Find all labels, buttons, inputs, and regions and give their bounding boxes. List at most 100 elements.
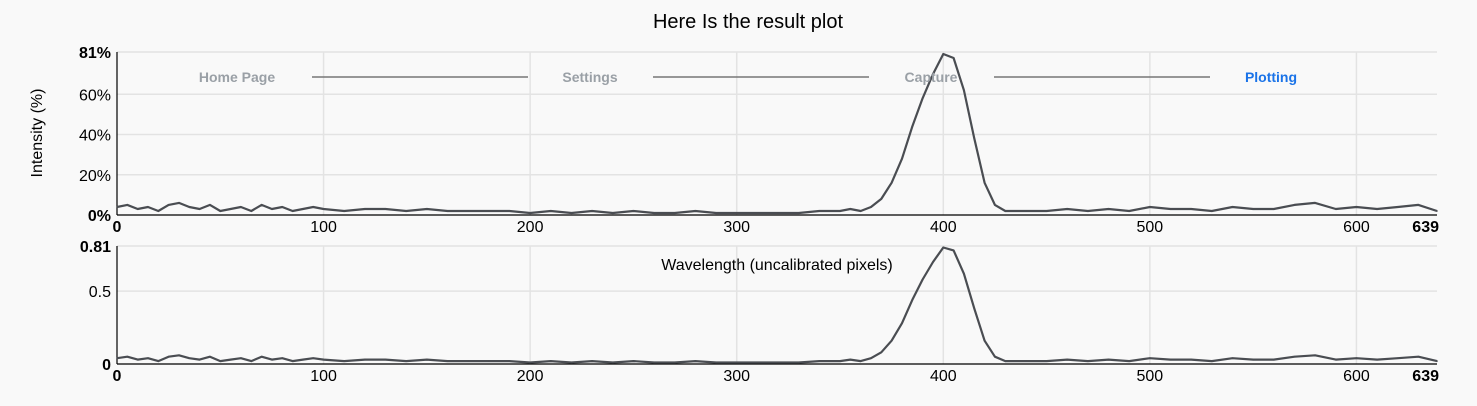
data-point [632,360,635,362]
data-point [870,206,872,208]
data-point [973,137,976,140]
data-point [756,212,759,214]
data-point [570,361,573,364]
data-point [446,360,449,362]
data-point [1293,355,1296,358]
data-point [405,360,408,362]
x-tick-label: 600 [1343,219,1370,236]
data-point [653,361,655,364]
data-point [591,360,593,362]
data-point [1128,360,1130,362]
data-point [859,360,862,362]
data-point [219,360,222,362]
y-tick-label: 0 [102,357,111,374]
data-point [921,97,924,100]
data-point [550,210,552,212]
data-point [777,212,779,214]
data-point [942,246,945,249]
data-point [870,357,872,360]
data-point [1190,358,1192,361]
x-tick-label: 100 [310,219,337,236]
x-tick-label: 600 [1343,368,1370,385]
data-point [1252,208,1254,210]
data-point [694,360,697,362]
data-point [126,204,129,206]
data-point [488,210,490,212]
data-point [426,208,428,210]
data-point [229,358,232,361]
data-point [632,210,635,212]
data-point [932,261,934,263]
data-point [1025,210,1027,212]
nav-capture[interactable]: Capture [905,69,958,85]
data-point [963,272,965,275]
data-point [157,210,160,212]
data-point [983,339,986,342]
data-point [1355,357,1358,360]
data-point [488,360,490,362]
data-point [240,206,242,208]
data-point [1066,358,1068,361]
data-point [1211,210,1213,212]
data-point [1397,206,1399,208]
y-tick-label: 20% [79,168,111,185]
data-point [147,357,149,360]
data-point [1045,360,1048,362]
data-point [1231,206,1234,208]
data-point [364,208,366,210]
data-point [1169,358,1172,361]
data-point [756,361,759,364]
data-point [1436,210,1438,212]
data-point [1107,208,1110,210]
data-point [126,355,129,358]
data-point [1004,210,1007,212]
data-point [167,355,170,358]
nav-home-page[interactable]: Home Page [199,69,275,85]
data-point [890,182,893,184]
data-point [209,355,211,358]
nav-plotting[interactable]: Plotting [1245,69,1297,85]
data-point [849,208,852,210]
data-point [240,357,242,360]
data-point [849,358,852,361]
data-point [508,210,511,212]
data-point [157,360,160,362]
data-point [952,249,955,252]
top-chart: 0 100 200 300 400 500 600 639 0% 20% 40% 60% 81% [79,45,1439,236]
bottom-chart: 0 100 200 300 400 500 600 639 0 0.5 0.81 [80,239,1439,385]
x-tick-label: 200 [517,368,544,385]
data-point [570,212,573,214]
data-point [1087,210,1089,212]
nav-settings[interactable]: Settings [562,69,617,85]
data-point [1314,354,1316,357]
data-point [715,212,717,214]
data-point [901,157,903,160]
data-point [694,210,697,212]
data-point [312,206,315,208]
data-point [529,361,531,364]
data-point [147,206,149,208]
data-point [653,212,655,214]
data-point [209,204,211,206]
intensity-line [116,52,1438,215]
data-point [302,208,304,210]
y-tick-label: 40% [79,128,111,145]
data-point [508,360,511,362]
data-point [612,212,614,214]
data-point [405,210,408,212]
data-point [281,357,284,360]
data-point [859,210,862,212]
x-tick-label: 0 [113,219,122,236]
data-point [116,357,118,360]
data-point [178,202,180,204]
data-point [1417,204,1420,206]
data-point [839,360,841,362]
data-point [188,206,191,208]
data-point [963,89,965,91]
data-point [880,351,883,354]
data-point [364,358,366,361]
data-point [715,361,717,364]
data-point [839,210,841,212]
data-point [312,357,315,360]
